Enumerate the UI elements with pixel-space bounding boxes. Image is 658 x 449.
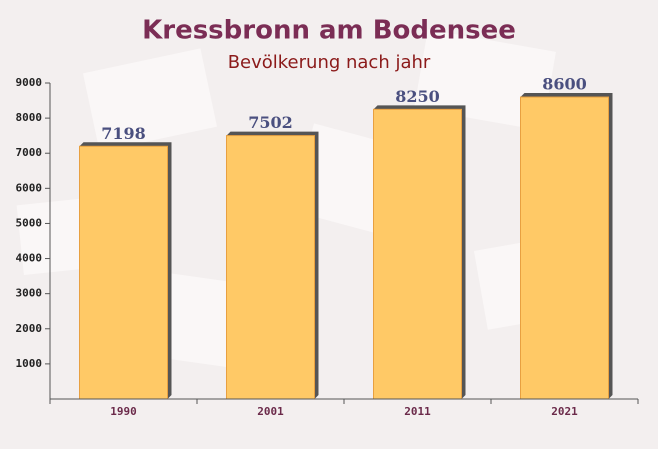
x-tick-label: 1990 [110, 405, 137, 418]
value-label: 8600 [542, 75, 587, 94]
value-label: 7502 [248, 113, 293, 132]
value-label: 8250 [395, 87, 440, 106]
y-tick-label: 1000 [16, 357, 43, 370]
x-tick-label: 2011 [404, 405, 431, 418]
y-tick-label: 4000 [16, 252, 43, 265]
bar [79, 145, 168, 400]
y-tick-label: 8000 [16, 111, 43, 124]
y-tick-label: 6000 [16, 181, 43, 194]
bar [226, 135, 315, 400]
y-tick-label: 9000 [16, 76, 43, 89]
y-tick-label: 2000 [16, 322, 43, 335]
chart-title: Kressbronn am Bodensee [142, 16, 516, 46]
x-tick-label: 2001 [257, 405, 284, 418]
bar [373, 108, 462, 400]
y-tick-label: 3000 [16, 287, 43, 300]
y-tick-label: 5000 [16, 216, 43, 229]
chart-subtitle: Bevölkerung nach jahr [228, 52, 431, 73]
y-tick-label: 7000 [16, 146, 43, 159]
x-tick-label: 2021 [551, 405, 578, 418]
value-label: 7198 [101, 124, 146, 143]
bar [520, 96, 609, 400]
